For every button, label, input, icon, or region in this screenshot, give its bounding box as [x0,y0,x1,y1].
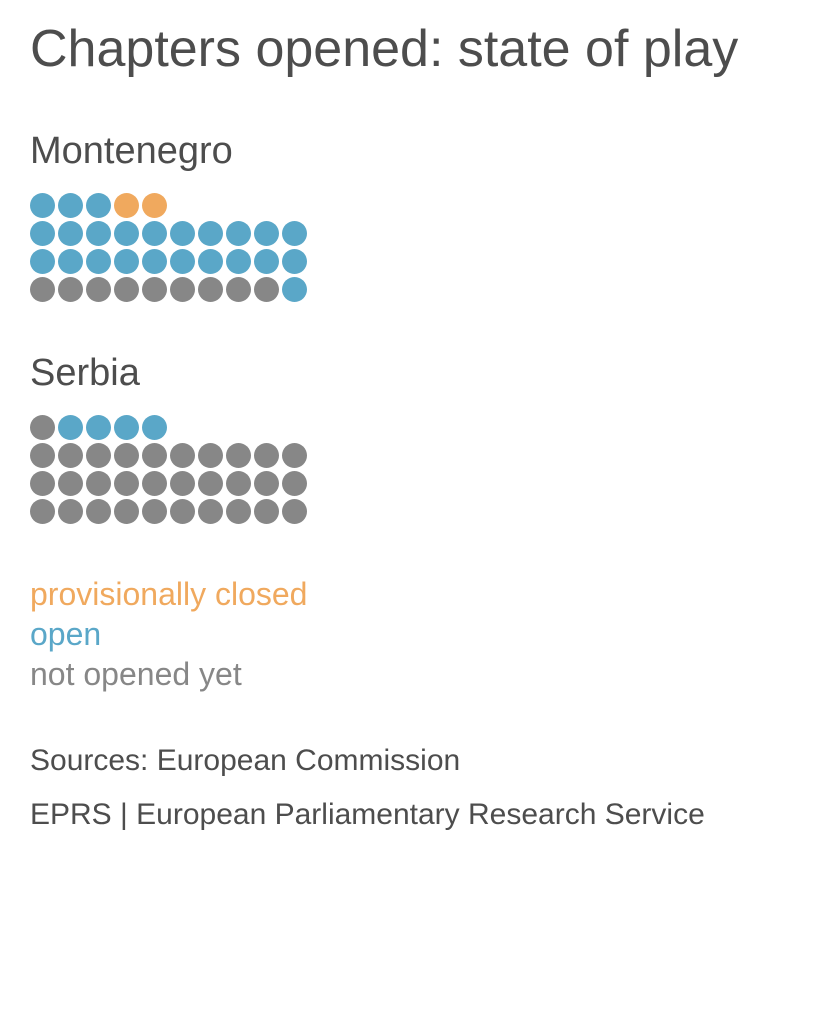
dot-not_opened_yet [30,471,55,496]
dot-open [142,249,167,274]
dot-not_opened_yet [142,443,167,468]
dot-not_opened_yet [86,277,111,302]
dot-grid [30,193,807,302]
source-line-1: Sources: European Commission [30,744,807,778]
dot-open [226,221,251,246]
dot-row [30,443,807,468]
dot-provisionally_closed [114,193,139,218]
countries-container: Montenegro Serbia [30,130,807,524]
dot-not_opened_yet [254,471,279,496]
dot-not_opened_yet [254,499,279,524]
dot-not_opened_yet [58,277,83,302]
dot-not_opened_yet [30,443,55,468]
dot-not_opened_yet [282,471,307,496]
dot-open [86,193,111,218]
dot-not_opened_yet [170,277,195,302]
dot-not_opened_yet [58,471,83,496]
dot-not_opened_yet [198,499,223,524]
dot-not_opened_yet [86,443,111,468]
dot-row [30,415,807,440]
dot-open [114,415,139,440]
dot-not_opened_yet [198,277,223,302]
page-title: Chapters opened: state of play [30,20,807,80]
dot-open [58,249,83,274]
dot-not_opened_yet [86,499,111,524]
dot-open [142,221,167,246]
dot-row [30,249,807,274]
dot-not_opened_yet [226,443,251,468]
dot-open [198,221,223,246]
dot-open [58,415,83,440]
dot-not_opened_yet [198,443,223,468]
dot-open [226,249,251,274]
dot-not_opened_yet [30,277,55,302]
dot-open [170,249,195,274]
country-section: Serbia [30,352,807,524]
dot-not_opened_yet [282,499,307,524]
dot-not_opened_yet [254,443,279,468]
legend-item-provisionally_closed: provisionally closed [30,574,807,614]
dot-open [254,221,279,246]
dot-not_opened_yet [254,277,279,302]
dot-provisionally_closed [142,193,167,218]
dot-not_opened_yet [142,277,167,302]
legend: provisionally closedopennot opened yet [30,574,807,694]
dot-not_opened_yet [30,499,55,524]
dot-grid [30,415,807,524]
dot-open [282,249,307,274]
dot-open [30,221,55,246]
dot-not_opened_yet [226,277,251,302]
dot-not_opened_yet [226,499,251,524]
dot-open [282,277,307,302]
dot-open [282,221,307,246]
dot-not_opened_yet [282,443,307,468]
dot-not_opened_yet [58,443,83,468]
dot-not_opened_yet [114,277,139,302]
dot-open [114,221,139,246]
dot-open [30,249,55,274]
legend-item-open: open [30,614,807,654]
dot-not_opened_yet [170,443,195,468]
dot-not_opened_yet [198,471,223,496]
dot-row [30,277,807,302]
dot-not_opened_yet [86,471,111,496]
dot-not_opened_yet [114,471,139,496]
dot-open [142,415,167,440]
dot-open [86,415,111,440]
dot-open [58,221,83,246]
dot-open [30,193,55,218]
dot-row [30,221,807,246]
dot-row [30,193,807,218]
dot-open [114,249,139,274]
dot-not_opened_yet [58,499,83,524]
country-name: Montenegro [30,130,807,173]
dot-not_opened_yet [114,499,139,524]
country-name: Serbia [30,352,807,395]
dot-not_opened_yet [142,471,167,496]
dot-not_opened_yet [170,471,195,496]
source-line-2: EPRS | European Parliamentary Research S… [30,798,807,832]
dot-not_opened_yet [114,443,139,468]
dot-not_opened_yet [170,499,195,524]
dot-open [254,249,279,274]
dot-not_opened_yet [30,415,55,440]
sources: Sources: European Commission EPRS | Euro… [30,744,807,832]
dot-open [58,193,83,218]
dot-open [86,249,111,274]
legend-item-not_opened_yet: not opened yet [30,654,807,694]
dot-not_opened_yet [226,471,251,496]
dot-not_opened_yet [142,499,167,524]
dot-row [30,471,807,496]
dot-open [198,249,223,274]
country-section: Montenegro [30,130,807,302]
dot-open [86,221,111,246]
dot-open [170,221,195,246]
dot-row [30,499,807,524]
